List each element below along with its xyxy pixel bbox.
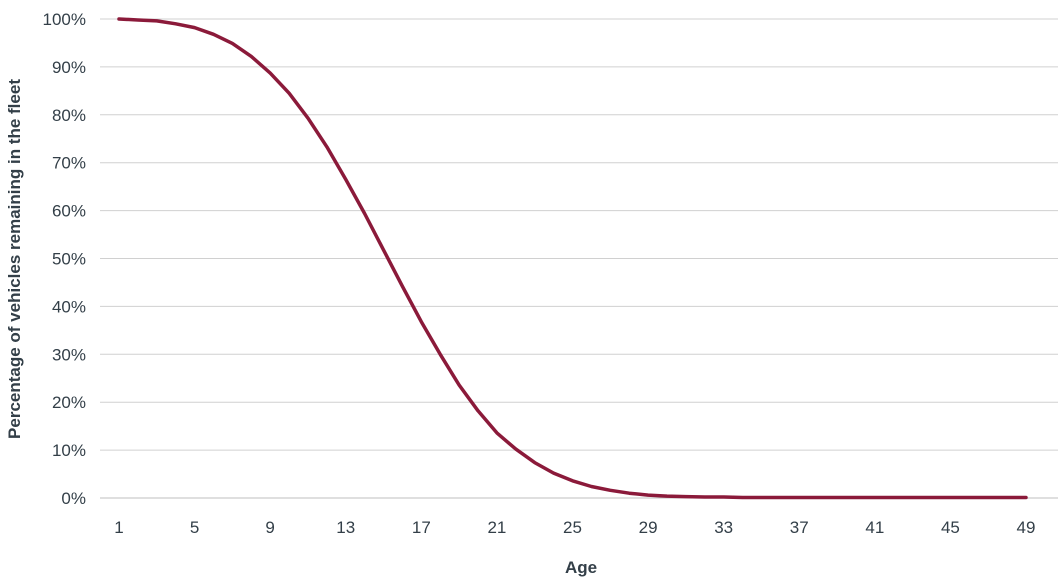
x-tick-labels: 1 5 9 13 17 21 25 29 33 37 41 45 49 (114, 518, 1035, 537)
x-tick-label: 33 (714, 518, 733, 537)
y-tick-label: 80% (52, 106, 86, 125)
series-layer (117, 17, 1028, 500)
y-tick-label: 50% (52, 250, 86, 269)
x-axis-title: Age (565, 558, 597, 577)
gridlines (100, 18, 1058, 499)
y-tick-label: 90% (52, 58, 86, 77)
y-tick-label: 40% (52, 297, 86, 316)
series-line (117, 17, 1028, 500)
x-tick-label: 5 (190, 518, 199, 537)
x-tick-label: 25 (563, 518, 582, 537)
x-tick-label: 37 (790, 518, 809, 537)
y-tick-label: 60% (52, 202, 86, 221)
x-tick-label: 21 (487, 518, 506, 537)
y-tick-label: 100% (43, 10, 86, 29)
y-tick-label: 70% (52, 154, 86, 173)
x-tick-label: 45 (941, 518, 960, 537)
y-tick-label: 20% (52, 393, 86, 412)
x-tick-label: 13 (336, 518, 355, 537)
y-tick-label: 10% (52, 441, 86, 460)
x-tick-label: 49 (1017, 518, 1036, 537)
x-tick-label: 17 (412, 518, 431, 537)
y-axis-title: Percentage of vehicles remaining in the … (5, 79, 24, 439)
x-tick-label: 41 (865, 518, 884, 537)
x-tick-label: 29 (639, 518, 658, 537)
y-tick-label: 0% (61, 489, 86, 508)
y-tick-label: 30% (52, 345, 86, 364)
x-tick-label: 9 (265, 518, 274, 537)
y-tick-labels: 0% 10% 20% 30% 40% 50% 60% 70% 80% 90% 100% (43, 10, 86, 508)
x-tick-label: 1 (114, 518, 123, 537)
